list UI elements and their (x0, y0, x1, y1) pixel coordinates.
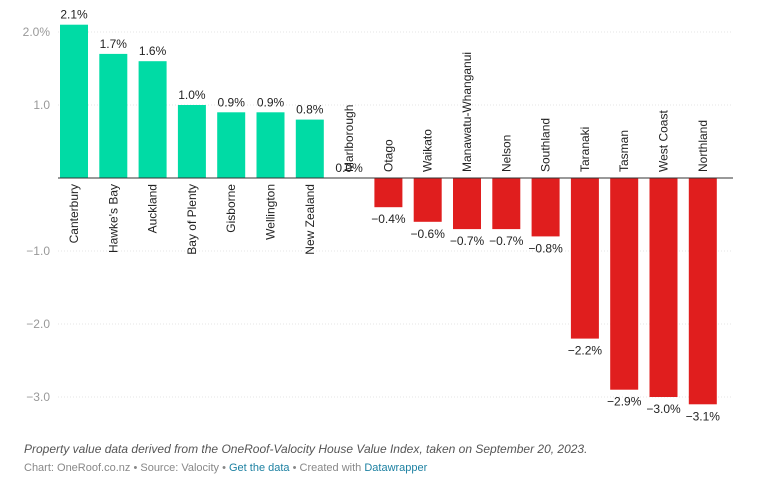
y-tick-label: −1.0 (26, 244, 50, 258)
category-label: Southland (539, 118, 553, 172)
value-label: −0.7% (489, 234, 524, 248)
y-tick-label: 1.0 (33, 98, 50, 112)
category-label: West Coast (657, 110, 671, 172)
category-label: Taranaki (578, 127, 592, 172)
value-label: −0.4% (371, 212, 406, 226)
grid-layer: 2.0% 1.0 −1.0 −2.0 −3.0 (23, 25, 733, 404)
y-tick-label: −3.0 (26, 390, 50, 404)
category-label: Marlborough (342, 105, 356, 172)
value-label: 0.0% (335, 161, 363, 175)
value-label: −0.8% (528, 241, 563, 255)
value-label: −0.7% (450, 234, 485, 248)
chart-credit: Chart: OneRoof.co.nz (24, 462, 131, 474)
value-label: −3.0% (646, 402, 681, 416)
label-layer: 2.1% Canterbury 1.7% Hawke's Bay 1.6% Aucklan… (60, 8, 720, 424)
bar (256, 112, 285, 178)
bar (60, 24, 88, 179)
bar (453, 178, 481, 230)
chart-note: Property value data derived from the One… (24, 442, 588, 456)
category-label: Gisborne (224, 184, 238, 233)
bar (177, 105, 206, 178)
created-with-text: Created with (299, 462, 362, 474)
bar (295, 119, 324, 178)
bar (217, 112, 246, 178)
category-label: Waikato (421, 129, 435, 172)
value-label: 1.6% (139, 44, 167, 58)
value-label: −2.9% (607, 395, 642, 409)
value-label: 1.0% (178, 88, 206, 102)
value-label: −3.1% (686, 409, 721, 423)
category-label: Manawatu-Whanganui (460, 52, 474, 172)
datawrapper-link[interactable]: Datawrapper (364, 462, 428, 474)
chart-footer: Chart: OneRoof.co.nz • Source: Valocity … (24, 462, 428, 474)
category-label: New Zealand (303, 184, 317, 255)
source-credit: Source: Valocity (140, 462, 220, 474)
get-the-data-link[interactable]: Get the data (229, 462, 290, 474)
bar (649, 178, 678, 397)
value-label: 0.9% (257, 95, 285, 109)
value-label: −0.6% (411, 227, 446, 241)
value-label: 0.8% (296, 103, 324, 117)
bar (413, 178, 442, 222)
category-label: Bay of Plenty (185, 184, 199, 255)
bar (531, 178, 560, 237)
category-label: Hawke's Bay (106, 184, 120, 253)
value-label: 2.1% (60, 8, 88, 22)
bar (99, 53, 128, 178)
bar (374, 178, 403, 208)
bar (570, 178, 599, 339)
category-label: Otago (381, 139, 395, 172)
category-label: Northland (696, 120, 710, 172)
bar (610, 178, 639, 390)
bar (138, 61, 167, 179)
y-tick-label: 2.0% (23, 25, 51, 39)
category-label: Wellington (264, 184, 278, 240)
value-label: 0.9% (218, 95, 246, 109)
value-label: −2.2% (568, 344, 603, 358)
bar (492, 178, 521, 230)
category-label: Canterbury (67, 184, 81, 243)
y-tick-label: −2.0 (26, 317, 50, 331)
category-label: Auckland (146, 184, 160, 233)
value-label: 1.7% (100, 37, 128, 51)
bar-chart: 2.0% 1.0 −1.0 −2.0 −3.0 2.1% Canterbury 1.7% Ha… (23, 8, 733, 424)
category-label: Tasman (617, 130, 631, 172)
category-label: Nelson (499, 135, 513, 172)
bar (688, 178, 717, 405)
bar-layer (60, 24, 717, 405)
